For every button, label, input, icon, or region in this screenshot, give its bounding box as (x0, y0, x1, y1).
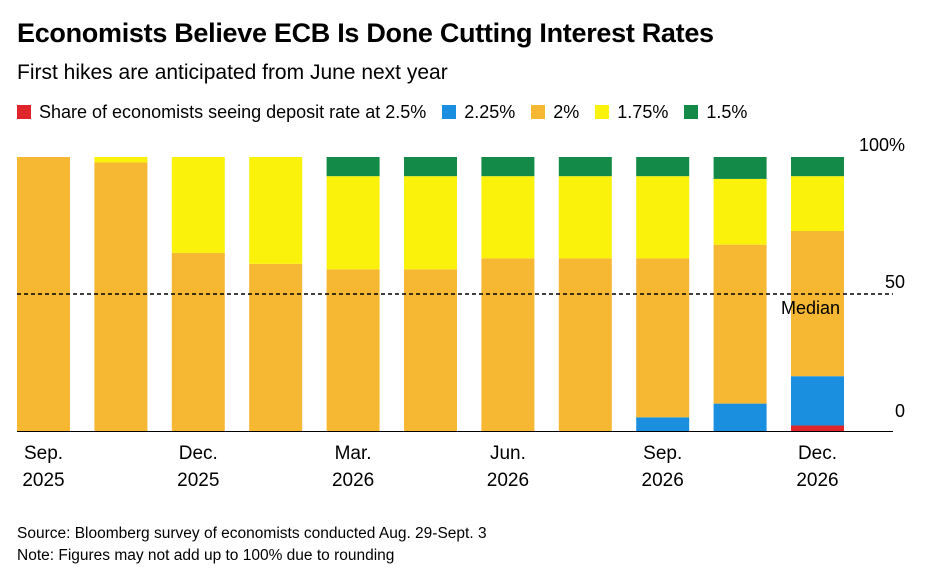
bar-segment (713, 157, 767, 179)
x-tick-label: Dec. (179, 443, 218, 464)
bar-segment (249, 157, 303, 264)
x-tick-label: 2026 (642, 470, 684, 491)
bar-segment (558, 157, 612, 177)
bar-segment (558, 176, 612, 259)
legend-label: 1.5% (706, 101, 748, 122)
bar-segment (326, 157, 380, 177)
bar-segment (249, 263, 303, 431)
legend-swatch (595, 105, 610, 119)
legend-label: 2% (553, 101, 580, 122)
x-tick-label: 2026 (487, 470, 529, 491)
bar-segment (171, 252, 225, 431)
bar-segment (636, 258, 690, 418)
legend-label: Share of economists seeing deposit rate … (39, 101, 427, 122)
bar-segment (791, 157, 844, 177)
legend-swatch (531, 105, 546, 119)
bar-segment (404, 269, 457, 431)
y-tick-label: 0 (895, 401, 905, 421)
bar-segment (326, 176, 380, 270)
x-tick-label: 2025 (22, 470, 64, 491)
x-tick-label: 2026 (332, 470, 374, 491)
bar-segment (713, 403, 767, 431)
bar-segment (404, 176, 457, 270)
bar-segment (791, 230, 844, 377)
legend-label: 1.75% (617, 101, 669, 122)
legend-swatch (684, 105, 699, 119)
legend-swatch (442, 105, 457, 119)
y-tick-label: 100% (859, 135, 905, 155)
bar-segment (481, 157, 535, 177)
bar-segment (171, 157, 225, 253)
chart-legend: Share of economists seeing deposit rate … (17, 99, 763, 125)
chart-subtitle: First hikes are anticipated from June ne… (17, 61, 448, 84)
legend-item: 1.75% (595, 102, 668, 123)
bar-segment (636, 176, 690, 259)
bar-segment (791, 376, 844, 426)
x-tick-label: Mar. (335, 443, 372, 464)
x-tick-label: Jun. (490, 443, 526, 464)
bar-segment (558, 258, 612, 431)
x-tick-label: Sep. (24, 443, 63, 464)
bar-segment (481, 176, 535, 259)
median-label: Median (781, 298, 840, 318)
bar-segment (636, 417, 690, 431)
bar-segment (326, 269, 380, 431)
bar-segment (713, 244, 767, 404)
bar-segment (636, 157, 690, 177)
legend-item: 2.25% (442, 102, 515, 123)
bar-segment (94, 157, 148, 163)
bar-segment (94, 162, 148, 432)
bar-segment (791, 425, 844, 431)
x-tick-label: 2026 (796, 470, 838, 491)
y-tick-label: 50 (885, 272, 905, 292)
bar-segment (713, 178, 767, 245)
x-tick-label: Sep. (643, 443, 682, 464)
legend-item: 2% (531, 102, 579, 123)
chart-title: Economists Believe ECB Is Done Cutting I… (17, 18, 714, 48)
legend-item: Share of economists seeing deposit rate … (17, 102, 426, 123)
bar-segment (791, 176, 844, 231)
x-tick-label: 2025 (177, 470, 219, 491)
x-tick-label: Dec. (798, 443, 837, 464)
bar-segment (481, 258, 535, 431)
legend-swatch (17, 105, 31, 119)
source-note: Source: Bloomberg survey of economists c… (17, 525, 487, 542)
legend-item: 1.5% (684, 102, 747, 123)
bar-segment (404, 157, 457, 177)
rounding-note: Note: Figures may not add up to 100% due… (17, 547, 395, 564)
legend-label: 2.25% (464, 101, 516, 122)
